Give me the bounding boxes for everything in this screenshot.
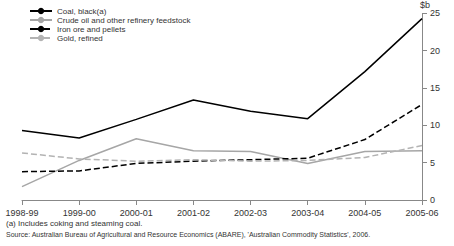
svg-text:15: 15 — [430, 83, 440, 93]
svg-text:2005-06: 2005-06 — [405, 208, 438, 218]
svg-text:Crude oil and other refinery f: Crude oil and other refinery feedstock — [57, 16, 191, 25]
svg-text:1999-00: 1999-00 — [63, 208, 96, 218]
svg-text:2001-02: 2001-02 — [177, 208, 210, 218]
svg-text:Iron ore and pellets: Iron ore and pellets — [57, 25, 126, 34]
svg-text:$b: $b — [420, 0, 430, 10]
svg-text:5: 5 — [430, 158, 435, 168]
svg-text:Coal, black(a): Coal, black(a) — [57, 7, 107, 16]
svg-text:20: 20 — [430, 46, 440, 56]
svg-text:25: 25 — [430, 8, 440, 18]
svg-text:1998-99: 1998-99 — [5, 208, 38, 218]
svg-text:2003-04: 2003-04 — [291, 208, 324, 218]
svg-text:Source: Australian Bureau of A: Source: Australian Bureau of Agricultura… — [6, 231, 370, 239]
svg-text:10: 10 — [430, 120, 440, 130]
svg-text:2002-03: 2002-03 — [234, 208, 267, 218]
svg-text:2000-01: 2000-01 — [120, 208, 153, 218]
svg-text:0: 0 — [430, 195, 435, 205]
svg-text:(a) Includes coking and steami: (a) Includes coking and steaming coal. — [6, 219, 143, 228]
svg-text:Gold, refined: Gold, refined — [57, 34, 103, 43]
svg-text:2004-05: 2004-05 — [348, 208, 381, 218]
